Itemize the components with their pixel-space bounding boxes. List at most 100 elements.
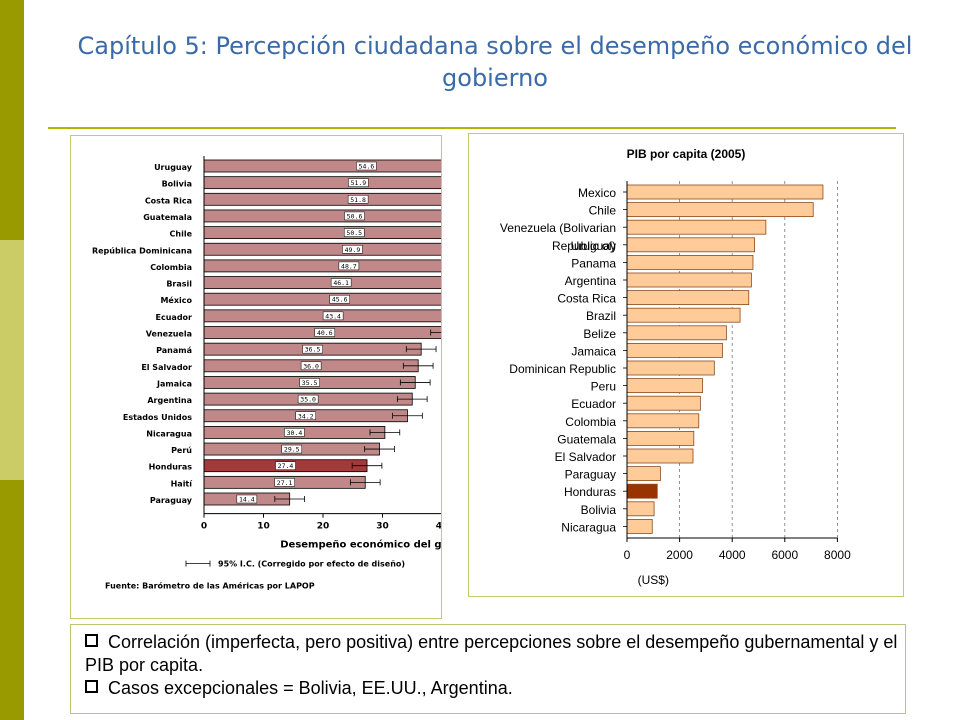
value-box-bolivia bbox=[348, 178, 369, 187]
value-label-guatemala: 50.6 bbox=[347, 212, 363, 220]
bar-guatemala bbox=[203, 209, 441, 223]
bar-colombia bbox=[203, 259, 441, 273]
value-label-peru: 29.5 bbox=[284, 446, 300, 454]
value-box-haiti bbox=[274, 478, 295, 487]
category-label-guatemala: Guatemala bbox=[143, 213, 192, 222]
value-label-paraguay: 14.4 bbox=[239, 496, 255, 504]
category-label-jamaica: Jamaica bbox=[571, 344, 616, 358]
x-tick-label-10: 10 bbox=[257, 522, 270, 532]
slide-title: Capítulo 5: Percepción ciudadana sobre e… bbox=[77, 32, 913, 92]
value-box-paraguay bbox=[236, 494, 258, 504]
value-box-costa-rica bbox=[347, 195, 369, 204]
bar-mexico bbox=[626, 184, 824, 200]
x-axis-title: Desempeño económico del gobierno bbox=[280, 539, 441, 551]
legend-label: 95% I.C. (Corregido por efecto de diseño… bbox=[218, 560, 405, 569]
right-chart-panel: PIB por capita (2005) Mexico Chile Venezuel… bbox=[468, 133, 904, 597]
category-label-panama: Panamá bbox=[156, 346, 192, 355]
category-label-haiti: Haití bbox=[171, 479, 194, 488]
note-exceptions: Casos excepcionales = Bolivia, EE.UU., A… bbox=[85, 677, 905, 700]
value-box-ecuador bbox=[322, 311, 344, 321]
category-label-nicaragua: Nicaragua bbox=[146, 429, 192, 438]
left-chart-panel: Uruguay 54.6 Bolivia 51.9 Costa Rica 51.8 Guat… bbox=[70, 135, 442, 619]
category-label-line: Ecuador bbox=[571, 397, 616, 411]
x-tick-label-4000: 4000 bbox=[719, 548, 746, 562]
category-label-republica-dominicana: República Dominicana bbox=[92, 246, 192, 255]
value-label-republica-dominicana: 49.9 bbox=[345, 246, 361, 254]
bar-bolivia bbox=[203, 176, 441, 190]
chart-title: PIB por capita (2005) bbox=[627, 147, 746, 161]
bar-ecuador bbox=[203, 309, 441, 323]
bar-uruguay bbox=[203, 159, 441, 173]
category-label-line: Peru bbox=[591, 380, 616, 394]
category-label-line: Chile bbox=[589, 204, 617, 218]
category-label-paraguay: Paraguay bbox=[565, 468, 616, 482]
bar-mexico bbox=[203, 292, 441, 306]
bar-republica-dominicana bbox=[203, 242, 441, 256]
category-label-belize: Belize bbox=[583, 327, 616, 341]
x-tick-label-6000: 6000 bbox=[771, 548, 798, 562]
category-label-line: Paraguay bbox=[565, 468, 616, 482]
category-label-brasil: Brasil bbox=[166, 280, 192, 289]
category-label-line: Nicaragua bbox=[561, 520, 616, 534]
x-tick-label-2000: 2000 bbox=[666, 548, 693, 562]
x-tick-label-20: 20 bbox=[317, 522, 330, 532]
category-label-line: Belize bbox=[583, 327, 616, 341]
category-label-panama: Panama bbox=[571, 256, 616, 270]
checkbox-bullet-icon bbox=[85, 634, 98, 647]
x-tick-label-0: 0 bbox=[624, 548, 631, 562]
category-label-chile: Chile bbox=[589, 204, 617, 218]
category-label-line: Bolivia bbox=[581, 503, 617, 517]
category-label-line: Guatemala bbox=[557, 432, 616, 446]
category-label-venezuela-bolivarian-republic-of: Venezuela (Bolivarian Republic of) bbox=[500, 221, 616, 253]
category-label-ecuador: Ecuador bbox=[571, 397, 616, 411]
category-label-costa-rica: Costa Rica bbox=[557, 292, 616, 306]
bar-panama bbox=[626, 255, 754, 270]
category-label-line: Colombia bbox=[565, 415, 616, 429]
chart-source: Fuente: Barómetro de las Américas por LA… bbox=[105, 581, 315, 591]
bar-costa-rica bbox=[203, 192, 441, 206]
bar-chile bbox=[626, 202, 814, 217]
checkbox-bullet-icon bbox=[85, 680, 98, 693]
value-box-estados-unidos bbox=[295, 411, 316, 420]
value-box-honduras bbox=[275, 461, 296, 470]
gdp-per-capita-chart: PIB por capita (2005) Mexico Chile Venezuel… bbox=[500, 147, 851, 587]
category-label-line: Panama bbox=[571, 256, 616, 270]
value-label-el-salvador: 36.0 bbox=[303, 362, 319, 370]
category-label-ecuador: Ecuador bbox=[156, 313, 193, 322]
value-label-estados-unidos: 34.2 bbox=[298, 412, 314, 420]
value-box-guatemala bbox=[344, 211, 365, 221]
accent-strip-top bbox=[0, 0, 24, 240]
category-label-line: Costa Rica bbox=[557, 292, 616, 306]
government-performance-chart: Uruguay 54.6 Bolivia 51.9 Costa Rica 51.8 Guat… bbox=[92, 156, 441, 591]
value-box-chile bbox=[343, 228, 365, 237]
category-label-chile: Chile bbox=[170, 230, 193, 239]
accent-strip-bottom bbox=[0, 480, 24, 720]
accent-strip-middle bbox=[0, 240, 24, 480]
value-box-venezuela bbox=[314, 328, 336, 337]
category-label-costa-rica: Costa Rica bbox=[145, 196, 192, 205]
category-label-colombia: Colombia bbox=[565, 415, 616, 429]
x-axis-title: (US$) bbox=[638, 573, 669, 587]
title-divider bbox=[48, 127, 896, 129]
value-box-nicaragua bbox=[284, 428, 305, 437]
category-label-argentina: Argentina bbox=[147, 396, 192, 405]
value-label-uruguay: 54.6 bbox=[359, 163, 375, 171]
value-label-costa-rica: 51.8 bbox=[350, 196, 366, 204]
bar-colombia bbox=[626, 413, 700, 429]
bar-jamaica bbox=[626, 342, 723, 358]
bar-honduras bbox=[626, 483, 658, 499]
bar-brazil bbox=[626, 307, 741, 323]
bar-bolivia bbox=[626, 501, 655, 517]
value-box-mexico bbox=[329, 294, 350, 304]
category-label-paraguay: Paraguay bbox=[150, 496, 193, 505]
category-label-line: Argentina bbox=[565, 274, 617, 288]
category-label-uruguay: Uruguay bbox=[571, 239, 616, 253]
bar-el-salvador bbox=[626, 448, 694, 464]
category-label-line: Uruguay bbox=[571, 239, 616, 253]
category-label-argentina: Argentina bbox=[565, 274, 617, 288]
category-label-line: Dominican Republic bbox=[509, 362, 616, 376]
category-label-bolivia: Bolivia bbox=[581, 503, 617, 517]
value-label-nicaragua: 30.4 bbox=[287, 429, 303, 437]
bar-paraguay bbox=[626, 466, 661, 482]
value-box-brasil bbox=[330, 278, 352, 287]
